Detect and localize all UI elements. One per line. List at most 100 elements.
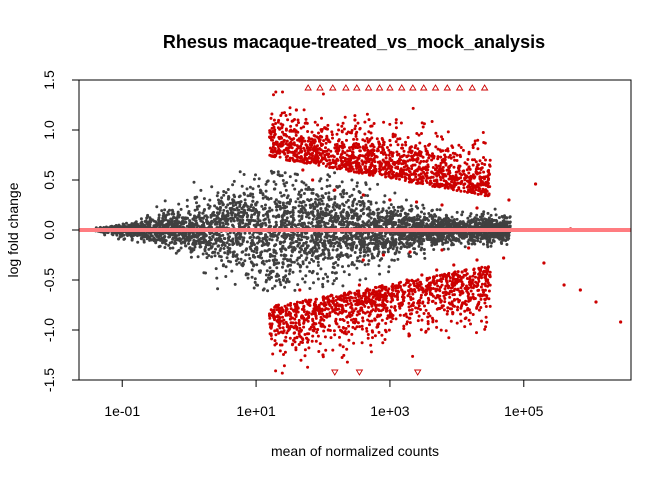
nonsignificant-point <box>341 265 344 269</box>
nonsignificant-point <box>229 216 232 220</box>
nonsignificant-point <box>195 235 199 239</box>
nonsignificant-point <box>226 203 230 207</box>
nonsignificant-point <box>298 246 302 250</box>
nonsignificant-point <box>359 214 363 218</box>
nonsignificant-point <box>331 205 335 209</box>
nonsignificant-point <box>226 218 230 222</box>
nonsignificant-point <box>304 258 308 262</box>
nonsignificant-point <box>310 254 314 257</box>
nonsignificant-point <box>214 267 218 271</box>
significant-point <box>408 250 412 254</box>
nonsignificant-point <box>235 253 239 257</box>
nonsignificant-point <box>377 264 381 268</box>
nonsignificant-point <box>293 187 297 191</box>
significant-point <box>468 275 472 279</box>
nonsignificant-point <box>262 287 266 291</box>
significant-point <box>363 132 367 136</box>
nonsignificant-point <box>331 248 335 252</box>
nonsignificant-point <box>321 285 325 289</box>
nonsignificant-point <box>408 223 411 227</box>
nonsignificant-point <box>350 193 354 197</box>
nonsignificant-point <box>304 231 308 235</box>
nonsignificant-point <box>319 267 323 271</box>
nonsignificant-point <box>152 219 156 223</box>
nonsignificant-point <box>358 200 362 204</box>
nonsignificant-point <box>226 211 230 215</box>
significant-point <box>446 149 450 153</box>
nonsignificant-point <box>193 239 197 243</box>
significant-point <box>321 355 325 359</box>
nonsignificant-point <box>417 238 421 242</box>
nonsignificant-point <box>281 244 285 248</box>
significant-point <box>483 163 487 166</box>
nonsignificant-point <box>421 237 425 241</box>
nonsignificant-point <box>461 210 465 214</box>
nonsignificant-point <box>481 212 485 216</box>
nonsignificant-point <box>436 220 440 224</box>
significant-point <box>419 328 423 332</box>
nonsignificant-point <box>180 222 184 226</box>
nonsignificant-point <box>209 222 213 226</box>
nonsignificant-point <box>396 205 400 209</box>
nonsignificant-point <box>364 277 368 281</box>
nonsignificant-point <box>163 208 167 212</box>
nonsignificant-point <box>229 219 233 223</box>
nonsignificant-point <box>412 241 416 245</box>
nonsignificant-point <box>213 220 217 223</box>
nonsignificant-point <box>357 259 361 263</box>
nonsignificant-point <box>233 282 237 286</box>
nonsignificant-point <box>287 272 291 276</box>
nonsignificant-point <box>202 271 206 275</box>
nonsignificant-point <box>308 287 312 290</box>
nonsignificant-point <box>316 241 320 245</box>
nonsignificant-point <box>150 234 154 238</box>
nonsignificant-point <box>297 233 301 237</box>
nonsignificant-point <box>285 205 289 209</box>
significant-point <box>533 182 538 186</box>
nonsignificant-point <box>228 201 232 205</box>
nonsignificant-point <box>368 187 372 191</box>
nonsignificant-point <box>298 219 302 223</box>
nonsignificant-point <box>208 232 212 236</box>
nonsignificant-point <box>310 191 314 195</box>
nonsignificant-point <box>243 231 247 235</box>
nonsignificant-point <box>338 220 342 224</box>
nonsignificant-point <box>280 219 284 223</box>
nonsignificant-point <box>277 278 281 282</box>
nonsignificant-point <box>284 269 288 273</box>
nonsignificant-point <box>284 188 288 192</box>
nonsignificant-point <box>450 231 454 235</box>
nonsignificant-point <box>201 252 205 256</box>
nonsignificant-point <box>177 202 181 206</box>
nonsignificant-point <box>298 250 301 254</box>
nonsignificant-point <box>295 240 299 244</box>
nonsignificant-point <box>202 197 206 201</box>
nonsignificant-point <box>223 237 227 241</box>
nonsignificant-point <box>243 259 247 263</box>
significant-point <box>475 206 479 210</box>
significant-point <box>404 140 407 144</box>
nonsignificant-point <box>376 214 380 218</box>
nonsignificant-point <box>241 215 245 219</box>
nonsignificant-point <box>400 235 404 239</box>
nonsignificant-point <box>316 212 320 216</box>
nonsignificant-point <box>155 205 159 209</box>
significant-point <box>381 253 386 257</box>
nonsignificant-point <box>310 258 314 261</box>
significant-point <box>279 122 283 126</box>
nonsignificant-point <box>213 222 217 226</box>
nonsignificant-point <box>409 216 413 220</box>
nonsignificant-point <box>257 177 261 181</box>
nonsignificant-point <box>189 255 193 259</box>
nonsignificant-point <box>339 213 343 217</box>
nonsignificant-point <box>264 212 268 216</box>
nonsignificant-point <box>268 237 272 241</box>
nonsignificant-point <box>139 222 143 225</box>
nonsignificant-point <box>188 213 192 217</box>
significant-point <box>338 335 341 339</box>
nonsignificant-point <box>224 265 228 269</box>
nonsignificant-point <box>335 277 338 280</box>
nonsignificant-point <box>459 233 463 236</box>
nonsignificant-point <box>265 249 269 253</box>
nonsignificant-point <box>222 190 226 193</box>
